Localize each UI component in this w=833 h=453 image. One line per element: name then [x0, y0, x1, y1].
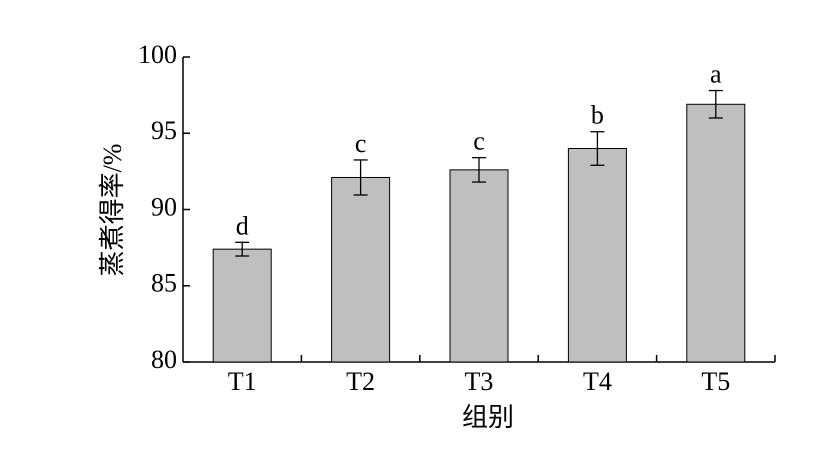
y-tick-label: 80 — [151, 345, 177, 374]
error-bar — [353, 159, 368, 196]
bar — [331, 176, 391, 363]
x-tick-label: T4 — [583, 367, 612, 396]
significance-letter: c — [355, 129, 367, 158]
y-tick-label: 100 — [138, 40, 177, 69]
significance-letter: a — [710, 60, 722, 89]
bar — [212, 248, 272, 363]
y-tick-label: 95 — [151, 116, 177, 145]
y-tick-label: 90 — [151, 192, 177, 221]
y-tick-label: 85 — [151, 269, 177, 298]
bar — [449, 169, 509, 363]
x-axis-label: 组别 — [462, 403, 514, 432]
bar — [567, 148, 627, 363]
error-bar — [235, 241, 250, 257]
error-bar — [472, 156, 486, 183]
x-tick-label: T5 — [701, 367, 730, 396]
bar — [686, 103, 746, 363]
x-tick-label: T1 — [228, 367, 257, 396]
y-axis-label: 蒸煮得率/% — [98, 144, 127, 277]
significance-letter: c — [473, 127, 485, 156]
error-bar — [708, 89, 723, 119]
x-tick-label: T2 — [346, 367, 375, 396]
x-tick-label: T3 — [465, 367, 494, 396]
error-bar — [590, 131, 605, 166]
significance-letter: b — [591, 101, 604, 130]
significance-letter: d — [236, 211, 249, 240]
